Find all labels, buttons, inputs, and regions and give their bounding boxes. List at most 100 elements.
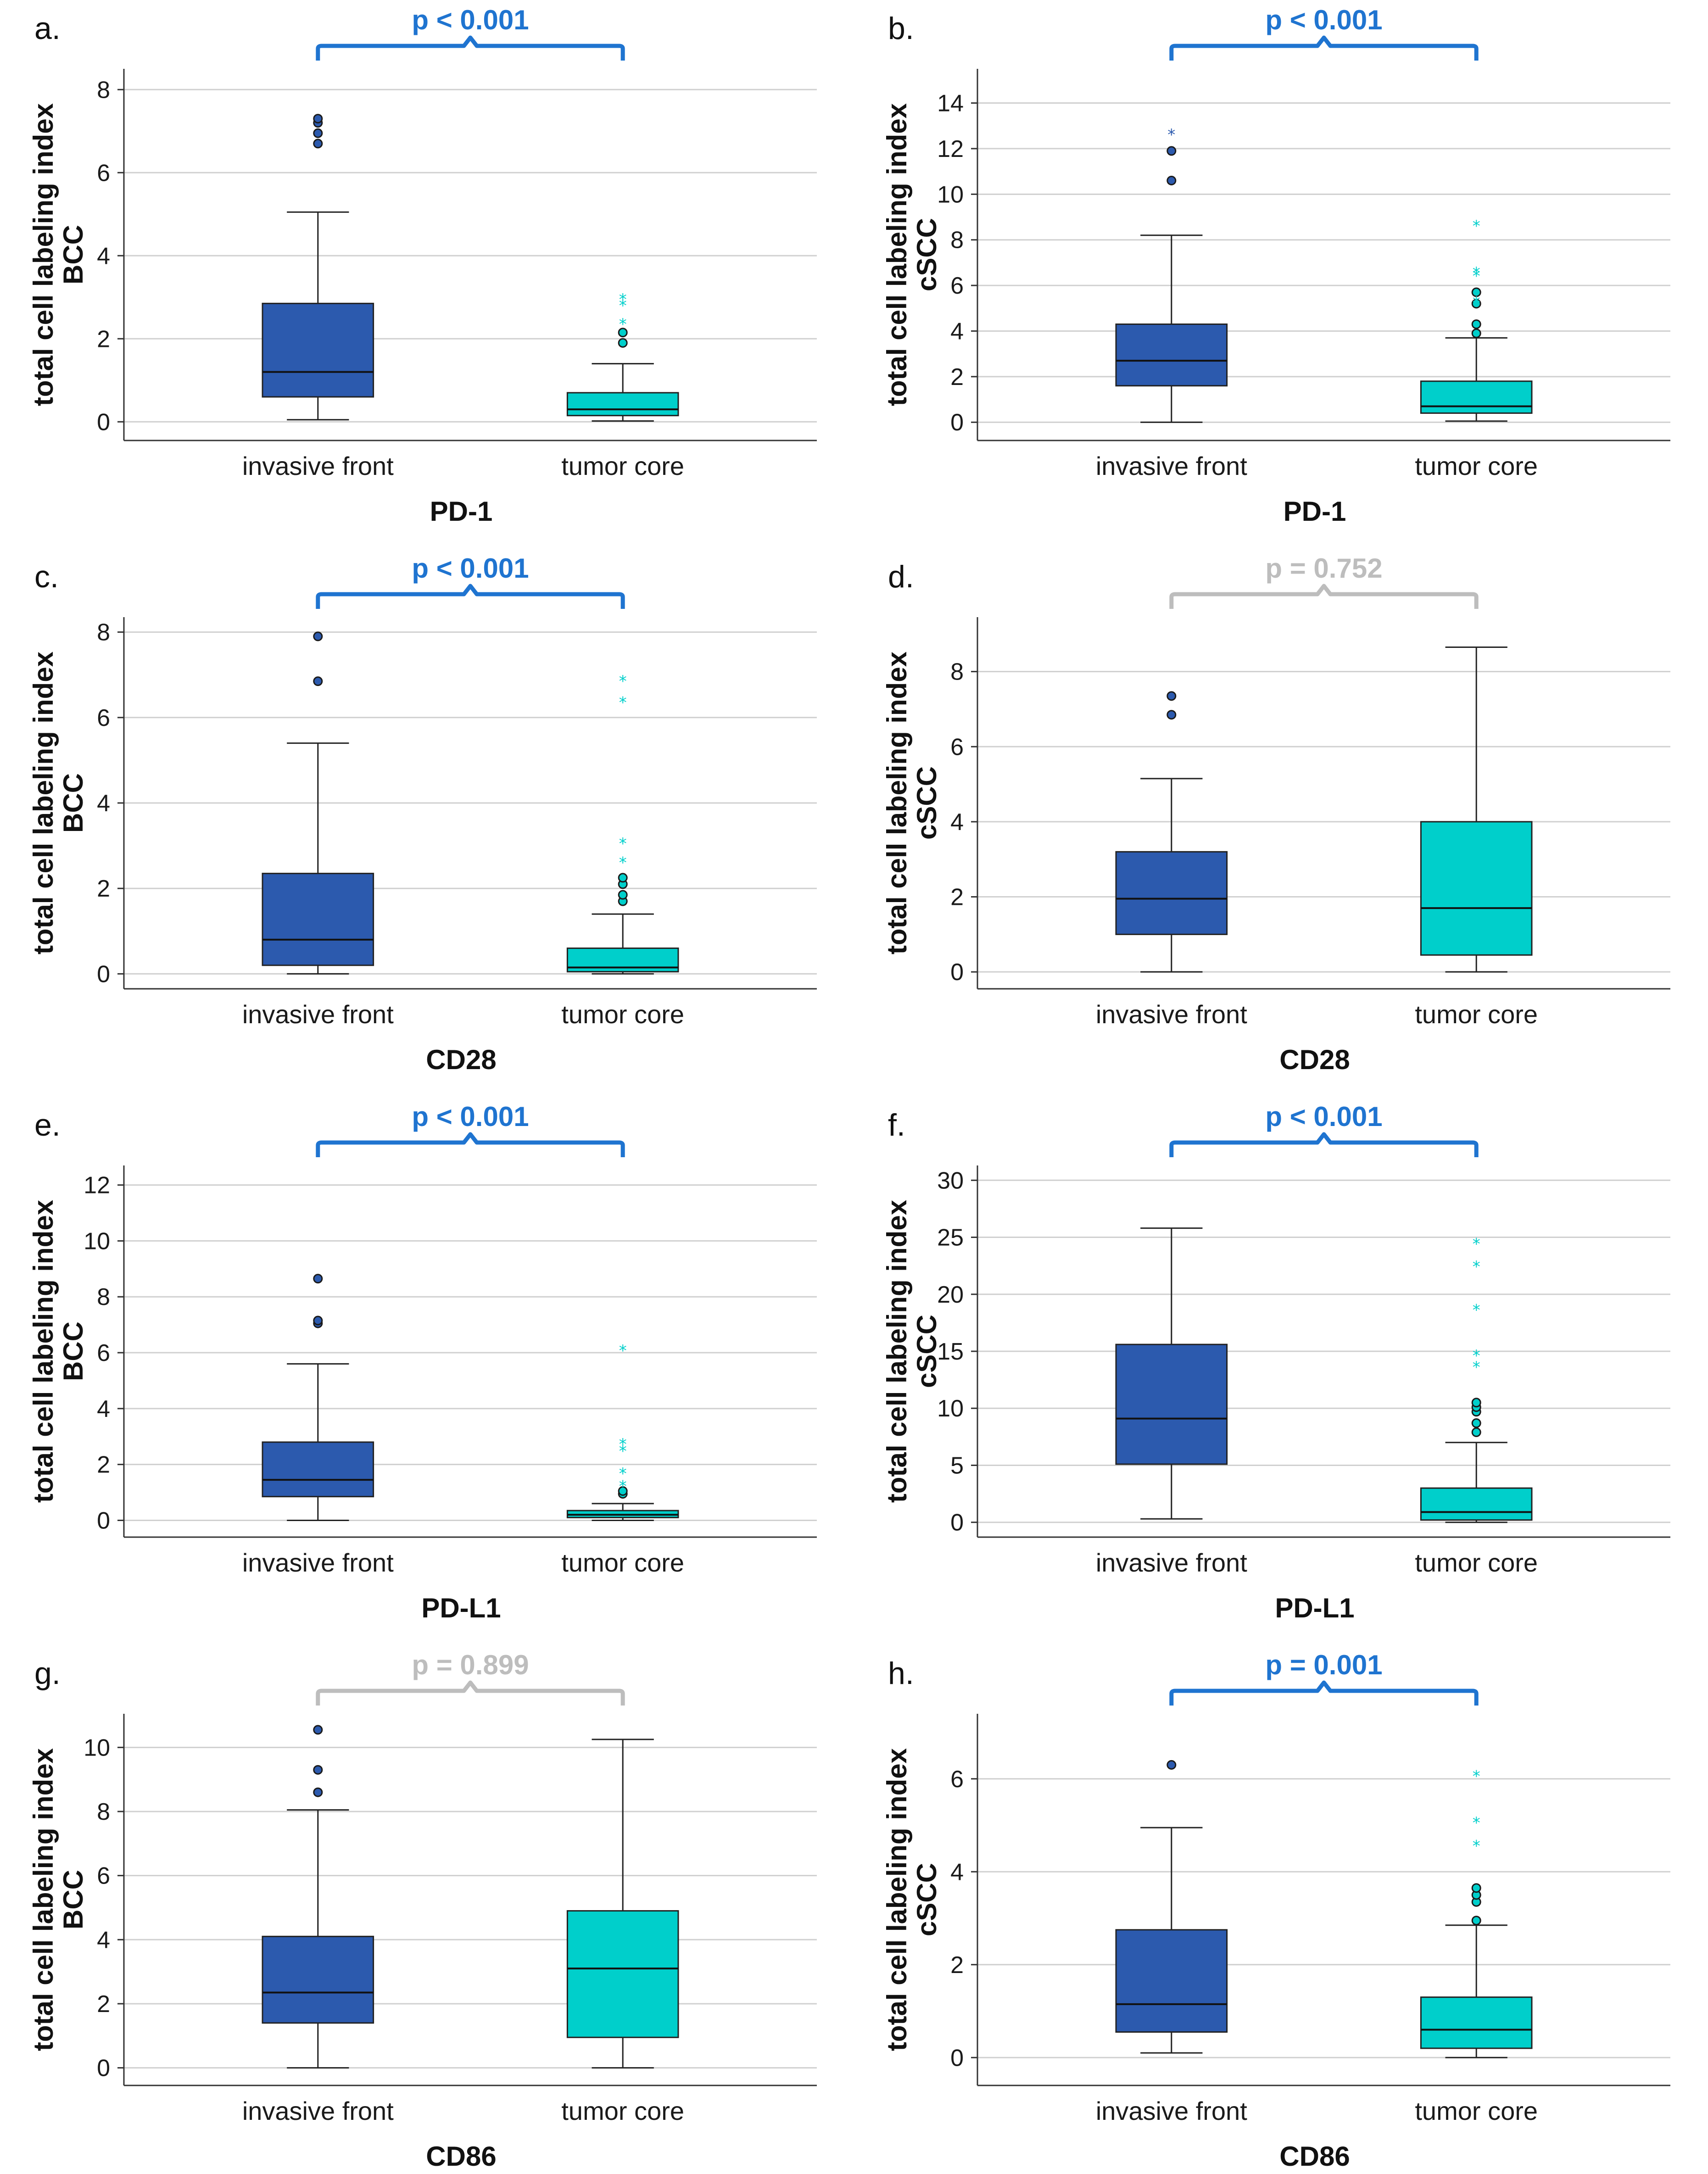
outlier-point	[313, 631, 323, 641]
outlier-point	[618, 890, 628, 900]
box-iqr	[1115, 1343, 1228, 1465]
panel-letter: c.	[34, 559, 59, 594]
outlier-point	[618, 873, 628, 883]
outlier-point	[1471, 1883, 1481, 1893]
p-value-label: p < 0.001	[1265, 1101, 1382, 1132]
box-invasive-front	[1115, 1227, 1228, 1520]
outlier-point	[1167, 710, 1177, 720]
y-tick-label: 0	[950, 409, 964, 436]
extreme-point: *	[1473, 1301, 1480, 1320]
y-tick-label: 14	[937, 90, 964, 117]
x-category-label: tumor core	[1415, 2096, 1538, 2125]
extreme-point: *	[619, 1465, 627, 1483]
extreme-point: *	[1473, 293, 1480, 312]
extreme-point: *	[619, 1342, 627, 1360]
p-value-label: p < 0.001	[412, 5, 529, 35]
outlier-point	[1471, 287, 1481, 297]
y-tick-label: 2	[97, 875, 110, 902]
box-tumor-core: ***	[566, 290, 679, 422]
y-tick-label: 12	[84, 1172, 110, 1199]
y-tick-label: 4	[97, 243, 110, 269]
y-tick-label: 2	[97, 1452, 110, 1478]
y-axis-subtitle: BCC	[58, 1870, 89, 1929]
outlier-point	[313, 1274, 323, 1284]
p-value-label: p = 0.899	[412, 1650, 529, 1680]
extreme-point: *	[619, 290, 627, 309]
y-tick-label: 10	[937, 181, 964, 208]
p-value-label: p = 0.752	[1265, 553, 1382, 584]
extreme-point: *	[1473, 1767, 1480, 1786]
x-category-label: invasive front	[1096, 452, 1247, 480]
y-tick-label: 8	[950, 227, 964, 254]
outlier-point	[1167, 1760, 1177, 1770]
y-tick-label: 4	[950, 1859, 964, 1885]
y-tick-label: 8	[97, 77, 110, 103]
box-iqr	[1420, 1996, 1533, 2049]
extreme-point: *	[619, 296, 627, 315]
box-invasive-front	[262, 1725, 374, 2069]
outlier-point	[1167, 691, 1177, 701]
y-tick-label: 2	[97, 326, 110, 352]
y-tick-label: 0	[97, 2055, 110, 2082]
y-tick-label: 8	[97, 1284, 110, 1310]
panel-letter: h.	[888, 1656, 914, 1691]
panel-letter: a.	[34, 11, 61, 46]
chart-panel: b. 0 2 4 6 8 10 12 14 total cell labeling indexcS…	[882, 5, 1670, 527]
outlier-point	[1471, 1418, 1481, 1428]
significance-bracket	[316, 35, 625, 61]
box-iqr	[1420, 1487, 1533, 1521]
box-tumor-core: *****	[566, 1342, 679, 1521]
outlier-point	[313, 676, 323, 686]
outlier-point	[618, 328, 628, 338]
box-tumor-core: ****	[566, 672, 679, 975]
x-axis-title: PD-1	[1284, 496, 1346, 527]
y-tick-label: 0	[950, 2045, 964, 2071]
outlier-point	[1471, 299, 1481, 309]
y-axis-title: total cell labeling index	[882, 652, 912, 954]
x-category-label: invasive front	[1096, 1000, 1247, 1029]
y-tick-label: 6	[950, 734, 964, 760]
y-tick-label: 0	[97, 1507, 110, 1534]
box-iqr	[262, 1935, 374, 2024]
box-invasive-front	[1115, 691, 1228, 973]
extreme-point: *	[619, 1477, 627, 1495]
panel-letter: g.	[34, 1656, 61, 1691]
y-tick-label: 0	[950, 959, 964, 986]
x-axis-title: CD86	[1279, 2141, 1350, 2172]
extreme-point: *	[619, 854, 627, 872]
y-axis-subtitle: cSCC	[911, 1863, 942, 1936]
y-tick-label: 25	[937, 1225, 964, 1251]
y-axis-title: total cell labeling index	[28, 103, 59, 406]
y-axis-subtitle: BCC	[58, 1321, 89, 1381]
box-iqr	[1420, 821, 1533, 956]
extreme-point: *	[619, 315, 627, 334]
x-axis-title: PD-L1	[1275, 1593, 1354, 1623]
x-category-label: tumor core	[561, 452, 684, 480]
box-invasive-front	[262, 631, 374, 975]
y-axis-subtitle: cSCC	[911, 1315, 942, 1388]
x-category-label: invasive front	[1096, 1548, 1247, 1577]
y-tick-label: 0	[97, 409, 110, 435]
y-tick-label: 6	[97, 1340, 110, 1366]
significance-bracket	[316, 1132, 625, 1157]
extreme-point: *	[1473, 264, 1480, 282]
y-tick-label: 10	[937, 1395, 964, 1422]
y-axis-subtitle: BCC	[58, 225, 89, 284]
significance-bracket	[316, 1680, 625, 1706]
extreme-point: *	[1473, 267, 1480, 285]
box-tumor-core: ****	[1420, 217, 1533, 422]
y-tick-label: 30	[937, 1167, 964, 1194]
extreme-point: *	[1473, 217, 1480, 235]
box-invasive-front	[1115, 1760, 1228, 2054]
chart-panel: f. 0 5 10 15 20 25 30 total cell labeling indexc…	[882, 1101, 1670, 1623]
y-axis-subtitle: cSCC	[911, 218, 942, 291]
y-tick-label: 2	[950, 884, 964, 911]
x-axis-title: PD-1	[430, 496, 493, 527]
extreme-point: *	[1473, 1235, 1480, 1253]
y-tick-label: 2	[950, 1952, 964, 1979]
outlier-point	[1167, 146, 1177, 156]
panel-letter: d.	[888, 559, 914, 594]
